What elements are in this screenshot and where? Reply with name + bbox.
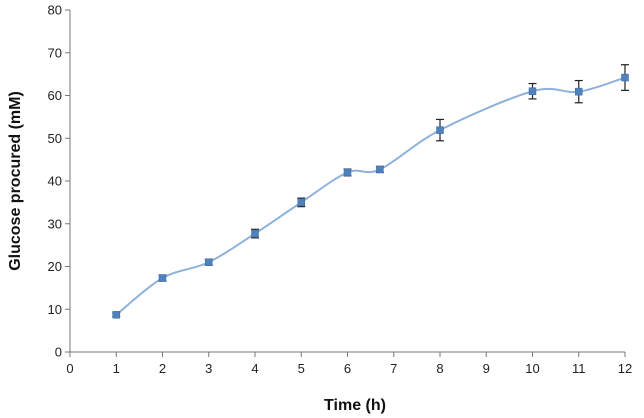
data-point [158, 274, 167, 282]
y-tick-label: 10 [48, 302, 62, 317]
x-tick-label: 6 [344, 361, 351, 376]
y-tick-label: 50 [48, 131, 62, 146]
x-tick-label: 2 [159, 361, 166, 376]
y-tick-label: 60 [48, 88, 62, 103]
x-tick-label: 4 [251, 361, 258, 376]
x-tick-label: 8 [436, 361, 443, 376]
y-tick-label: 70 [48, 45, 62, 60]
y-tick-label: 40 [48, 174, 62, 189]
x-tick-label: 1 [113, 361, 120, 376]
x-axis-title: Time (h) [324, 397, 386, 414]
y-axis-title: Glucose procured (mM) [7, 91, 24, 271]
y-tick-label: 20 [48, 259, 62, 274]
point-marker [297, 198, 305, 207]
x-tick-label: 7 [390, 361, 397, 376]
x-tick-label: 9 [483, 361, 490, 376]
x-tick-label: 0 [66, 361, 73, 376]
data-point [204, 258, 213, 266]
point-marker [575, 87, 583, 96]
data-points [112, 64, 629, 319]
x-tick-label: 3 [205, 361, 212, 376]
y-tick-label: 30 [48, 216, 62, 231]
data-point [621, 64, 629, 91]
point-marker [528, 87, 537, 95]
series-line [115, 76, 626, 316]
data-point [343, 168, 352, 177]
y-tick-label: 80 [48, 3, 62, 18]
point-marker [251, 229, 259, 238]
data-point [375, 165, 384, 174]
data-point [436, 118, 444, 142]
y-tick-label: 0 [55, 345, 62, 360]
point-marker [436, 126, 444, 134]
data-point [574, 79, 583, 104]
data-point [528, 82, 537, 100]
y-axis-ticks: 0 10 20 30 40 50 60 70 80 [48, 3, 70, 360]
point-marker [158, 274, 167, 282]
x-tick-label: 5 [298, 361, 305, 376]
x-tick-label: 10 [525, 361, 539, 376]
x-tick-label: 12 [618, 361, 632, 376]
point-marker [343, 168, 352, 177]
data-point [297, 197, 306, 208]
point-marker [205, 258, 213, 266]
x-axis-ticks: 0 1 2 3 4 5 6 7 8 9 10 11 12 [66, 352, 632, 376]
x-tick-label: 11 [572, 361, 586, 376]
point-marker [376, 165, 384, 174]
data-point [251, 228, 259, 239]
point-marker [112, 311, 120, 319]
point-marker [621, 73, 629, 82]
data-point [112, 311, 121, 319]
